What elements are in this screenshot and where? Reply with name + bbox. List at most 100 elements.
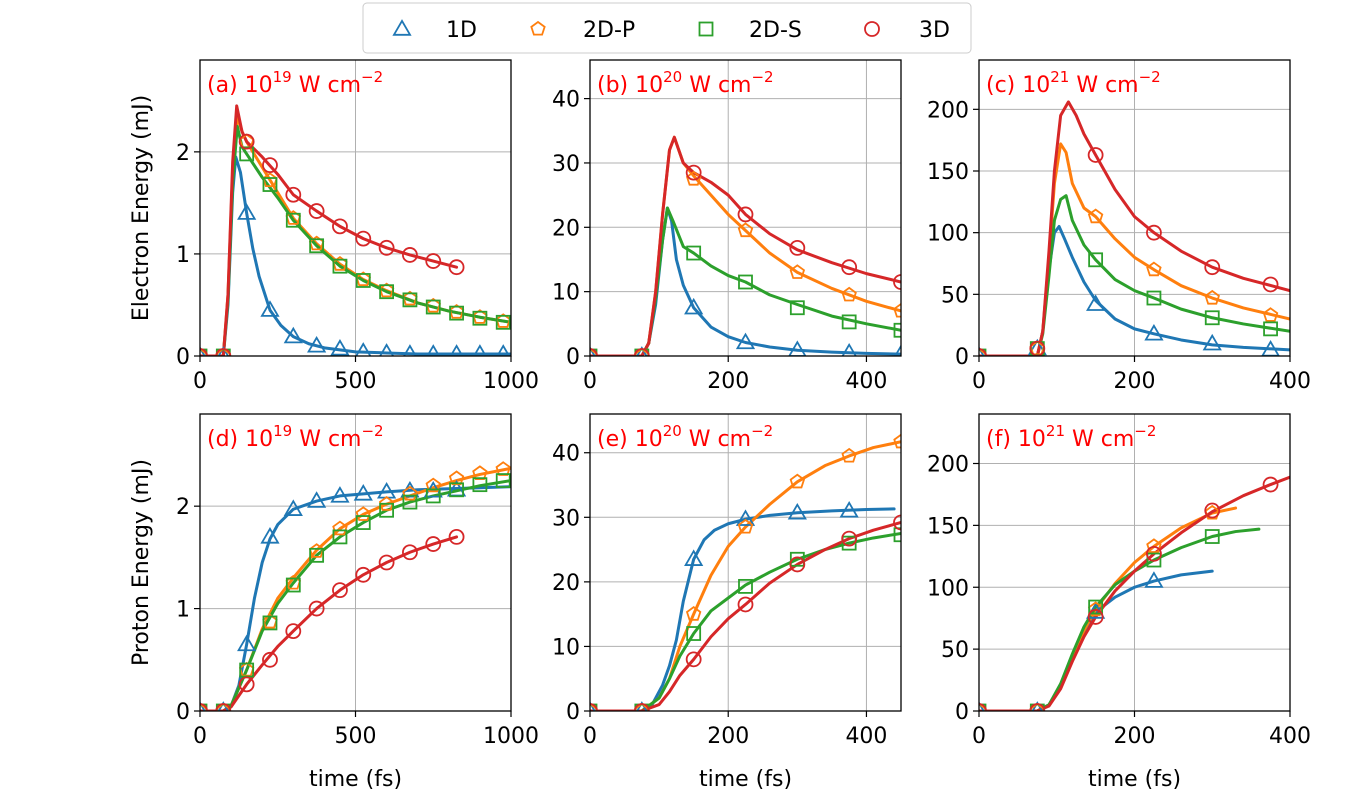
x-axis-label: time (fs) [309,767,402,792]
data-point-3d [402,247,418,263]
data-point-2d-s [738,578,753,594]
data-point-2d-s [495,314,511,330]
series-line-2d-p [590,135,901,356]
y-tick-label: 10 [552,281,580,306]
data-point-3d [332,582,348,599]
data-point-2d-s [472,310,488,326]
x-tick-label: 200 [707,369,749,394]
data-point-1d [200,346,206,356]
y-tick-label: 50 [941,283,969,308]
data-point-3d [737,596,754,613]
data-point-2d-s [285,212,301,228]
data-point-1d [217,701,230,711]
data-point-1d [636,346,648,356]
y-tick-label: 40 [552,442,580,467]
data-point-2d-p [308,235,325,251]
panel-label: (f) 1021 W cm−2 [986,422,1156,452]
data-point-2d-p [378,496,395,511]
data-point-2d-s [449,482,464,498]
x-tick-label: 0 [193,724,207,749]
y-axis-label: Electron Energy (mJ) [129,95,154,321]
y-tick-label: 2 [176,141,190,166]
data-point-3d [238,133,255,150]
y-tick-label: 0 [176,345,190,370]
panel-label: (e) 1020 W cm−2 [597,422,773,452]
data-point-2d-p [1146,538,1162,553]
data-point-3d [893,274,901,290]
data-point-2d-p [789,473,806,489]
series-line-3d [979,475,1290,711]
data-point-3d [1262,276,1279,293]
y-tick-label: 40 [552,88,580,113]
x-tick-label: 200 [1114,369,1156,394]
data-point-2d-p [285,210,302,225]
data-point-2d-p [841,447,857,463]
legend-label-3d: 3D [919,18,950,43]
data-point-3d [1204,259,1221,276]
data-point-1d [979,346,985,356]
data-point-2d-p [1087,601,1104,617]
data-point-2d-p [737,518,754,534]
x-tick-label: 400 [845,369,887,394]
y-tick-label: 200 [927,453,969,478]
data-point-3d [332,218,348,235]
data-point-2d-s [841,535,857,551]
data-point-2d-s [355,515,371,530]
y-tick-label: 50 [941,638,969,663]
y-tick-label: 20 [552,571,580,596]
data-point-3d [789,556,806,573]
data-point-2d-s [686,626,702,641]
data-point-1d [307,491,327,508]
data-point-3d [1262,476,1279,493]
data-point-2d-s [332,529,348,545]
data-point-3d [262,157,278,174]
data-point-2d-s [239,146,255,162]
data-point-1d [1031,701,1044,711]
data-point-2d-s [379,502,395,518]
data-point-2d-p [737,222,754,238]
data-point-2d-p [495,313,511,328]
series-line-3d [979,100,1290,356]
data-point-2d-p [448,303,465,319]
y-tick-label: 2 [176,495,190,520]
series-line-2d-s [200,479,511,711]
data-point-2d-s [495,473,511,488]
legend: 1D 2D-P 2D-S 3D [362,2,972,54]
data-point-1d [330,339,350,356]
data-point-2d-p [355,506,371,521]
data-point-2d-p [685,606,702,621]
data-point-2d-s [1088,599,1104,615]
series-line-1d [590,507,896,711]
x-tick-label: 500 [335,369,377,394]
data-point-3d [1029,703,1046,711]
panel-c: 0 200 400 0 50 100 150 200 (c) 1021 W cm−2 [927,59,1311,394]
y-axis-label: Proton Energy (mJ) [129,459,154,666]
data-point-1d [237,634,257,652]
data-point-3d [841,259,858,276]
data-point-2d-s [789,300,805,316]
data-point-2d-p [893,302,901,318]
data-point-2d-s [686,245,702,261]
data-point-2d-s [332,258,348,274]
data-point-3d [448,528,465,545]
data-point-2d-s [425,299,441,315]
data-point-2d-s [841,314,857,330]
data-point-1d [307,335,327,353]
data-point-3d [633,703,650,711]
panel-label: (c) 1021 W cm−2 [986,68,1161,98]
data-point-3d [1204,502,1221,519]
y-tick-label: 20 [552,216,580,241]
data-point-1d [787,502,807,520]
data-point-3d [1087,147,1104,163]
data-point-1d [636,701,648,711]
data-point-1d [735,332,756,350]
data-point-3d [789,239,806,256]
data-point-2d-s [1146,552,1162,568]
x-tick-label: 0 [972,724,986,749]
x-tick-label: 0 [972,369,986,394]
data-point-1d [1144,323,1164,341]
data-point-2d-s [402,292,418,308]
x-tick-label: 200 [707,724,749,749]
data-point-2d-p [332,520,348,536]
